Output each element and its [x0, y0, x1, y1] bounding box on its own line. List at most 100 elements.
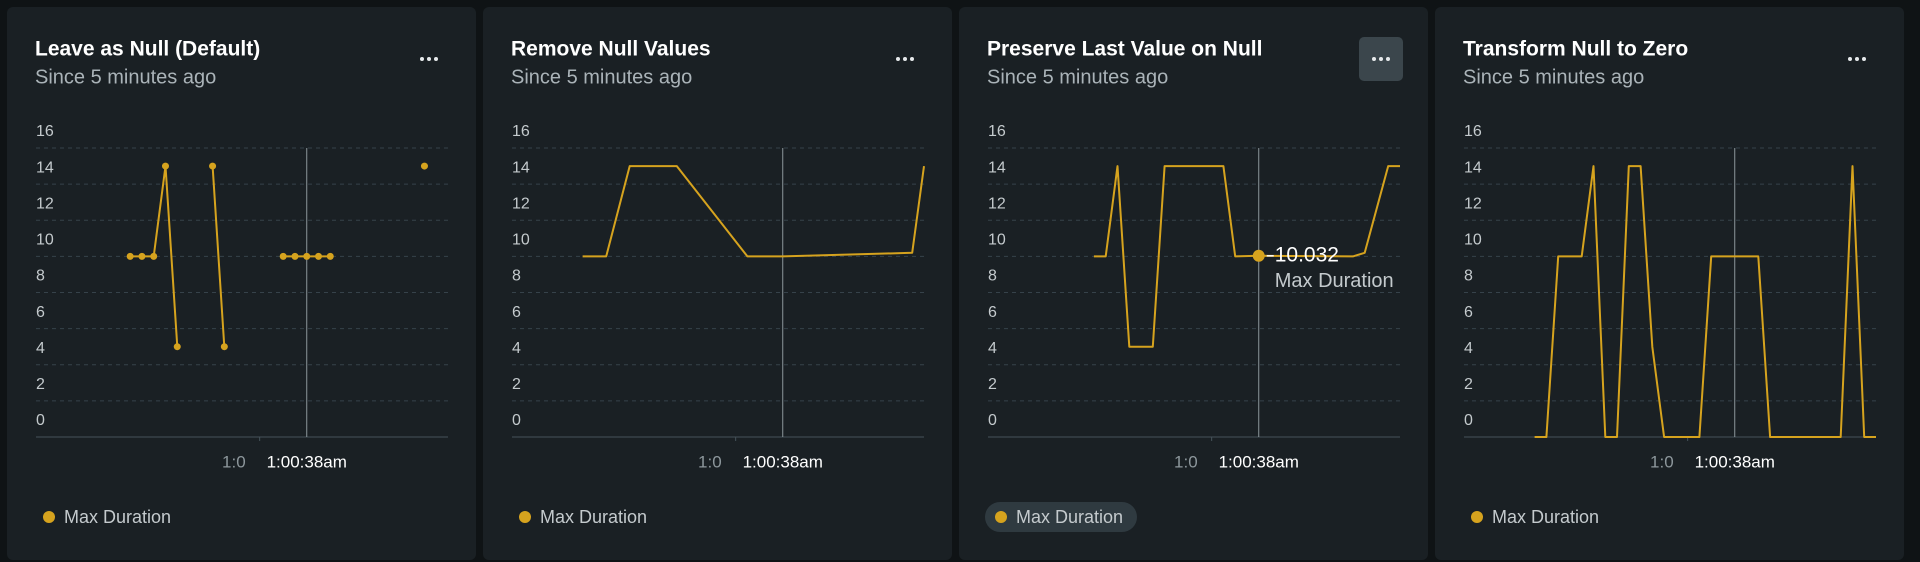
y-tick-label: 10: [988, 232, 1006, 249]
y-tick-label: 12: [1464, 195, 1482, 212]
y-tick-label: 10: [36, 232, 54, 249]
legend-swatch: [519, 511, 531, 523]
data-point: [291, 252, 299, 260]
y-tick-label: 8: [36, 268, 45, 285]
panel: Preserve Last Value on Null Since 5 minut…: [959, 7, 1428, 560]
legend-item[interactable]: Max Duration: [985, 502, 1137, 532]
y-tick-label: 0: [512, 412, 521, 429]
panel-subtitle: Since 5 minutes ago: [987, 66, 1168, 88]
y-tick-label: 14: [988, 159, 1006, 176]
menu-dot: [434, 57, 438, 61]
y-tick-label: 8: [512, 268, 521, 285]
y-tick-label: 6: [988, 304, 997, 321]
y-tick-label: 10: [1464, 232, 1482, 249]
y-tick-label: 10: [512, 232, 530, 249]
y-tick-label: 14: [512, 159, 530, 176]
series-line: [582, 165, 925, 258]
tooltip-value: 10.032: [1275, 243, 1339, 266]
data-point: [315, 252, 323, 260]
data-point: [126, 252, 134, 260]
y-tick-label: 12: [512, 195, 530, 212]
menu-button[interactable]: [1848, 57, 1866, 61]
data-point: [161, 162, 169, 170]
data-point: [303, 252, 311, 260]
panel: Transform Null to Zero Since 5 minutes ag…: [1435, 7, 1904, 560]
menu-dot: [420, 57, 424, 61]
series-line: [1534, 165, 1876, 438]
x-tick-label: 1:0: [1174, 452, 1198, 471]
y-tick-label: 2: [36, 376, 45, 393]
y-tick-label: 8: [1464, 268, 1473, 285]
menu-dot: [427, 57, 431, 61]
menu-dot: [1862, 57, 1866, 61]
tooltip-series: Max Duration: [1275, 270, 1394, 292]
y-tick-label: 12: [36, 195, 54, 212]
hover-point: [1252, 249, 1265, 262]
panel-background: [483, 7, 952, 560]
legend-swatch: [995, 511, 1007, 523]
legend-item[interactable]: Max Duration: [43, 507, 171, 527]
legend-label: Max Duration: [540, 507, 647, 527]
menu-dot: [896, 57, 900, 61]
panel-title: Preserve Last Value on Null: [987, 38, 1262, 61]
legend-label: Max Duration: [1016, 507, 1123, 527]
y-tick-label: 12: [988, 195, 1006, 212]
y-tick-label: 14: [1464, 159, 1482, 176]
y-tick-label: 16: [512, 123, 530, 140]
panel-title: Remove Null Values: [511, 38, 711, 61]
legend-label: Max Duration: [64, 507, 171, 527]
y-tick-label: 2: [512, 376, 521, 393]
panel-background: [1435, 7, 1904, 560]
data-point: [420, 162, 428, 170]
y-tick-label: 16: [36, 123, 54, 140]
menu-dot: [1372, 57, 1376, 61]
tooltip: 10.032 Max Duration: [1252, 243, 1394, 292]
data-point: [220, 343, 228, 351]
y-tick-label: 2: [1464, 376, 1473, 393]
y-tick-label: 0: [36, 412, 45, 429]
menu-button[interactable]: [420, 57, 438, 61]
panel-subtitle: Since 5 minutes ago: [511, 66, 692, 88]
menu-dot: [1848, 57, 1852, 61]
panel-title: Leave as Null (Default): [35, 38, 260, 61]
x-tick-label: 1:00:38am: [267, 452, 347, 471]
y-tick-label: 4: [512, 340, 521, 357]
y-tick-label: 6: [36, 304, 45, 321]
legend-swatch: [1471, 511, 1483, 523]
panel-background: [959, 7, 1428, 560]
panel: Leave as Null (Default) Since 5 minutes a…: [7, 7, 476, 560]
y-tick-label: 4: [988, 340, 997, 357]
legend-label: Max Duration: [1492, 507, 1599, 527]
menu-button[interactable]: [896, 57, 914, 61]
legend-swatch: [43, 511, 55, 523]
menu-dot: [1855, 57, 1859, 61]
y-tick-label: 4: [36, 340, 45, 357]
panel-subtitle: Since 5 minutes ago: [35, 66, 216, 88]
x-tick-label: 1:00:38am: [1695, 452, 1775, 471]
legend-item[interactable]: Max Duration: [1471, 507, 1599, 527]
x-tick-label: 1:0: [222, 452, 246, 471]
y-tick-label: 4: [1464, 340, 1473, 357]
panel-background: [7, 7, 476, 560]
panel-title: Transform Null to Zero: [1463, 38, 1688, 61]
data-point: [209, 162, 217, 170]
legend-item[interactable]: Max Duration: [519, 507, 647, 527]
panel-subtitle: Since 5 minutes ago: [1463, 66, 1644, 88]
y-tick-label: 0: [1464, 412, 1473, 429]
data-point: [279, 252, 287, 260]
y-tick-label: 14: [36, 159, 54, 176]
menu-dot: [1386, 57, 1390, 61]
x-tick-label: 1:0: [698, 452, 722, 471]
data-point: [138, 252, 146, 260]
y-tick-label: 6: [512, 304, 521, 321]
x-tick-label: 1:00:38am: [1219, 452, 1299, 471]
menu-dot: [903, 57, 907, 61]
data-point: [173, 343, 181, 351]
data-point: [326, 252, 334, 260]
menu-button[interactable]: [1359, 37, 1403, 81]
y-tick-label: 16: [988, 123, 1006, 140]
y-tick-label: 16: [1464, 123, 1482, 140]
y-tick-label: 2: [988, 376, 997, 393]
menu-dot: [1379, 57, 1383, 61]
